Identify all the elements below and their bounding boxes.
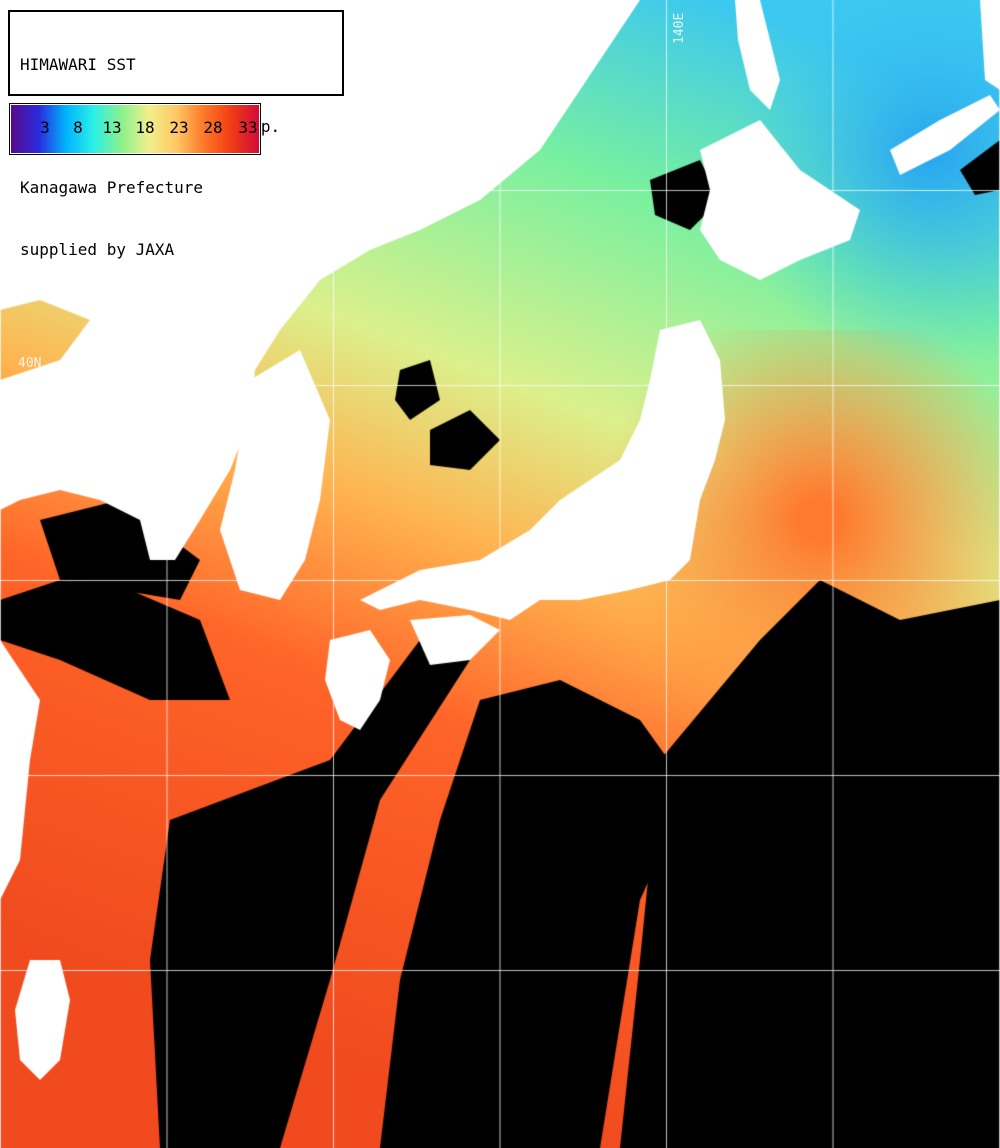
- legend-tick-23: 23: [169, 118, 189, 137]
- legend-tick-28: 28: [203, 118, 223, 137]
- legend-tick-8: 8: [73, 118, 83, 137]
- title-credit: supplied by JAXA: [20, 239, 175, 259]
- legend-labels: 3 8 13 18 23 28 33: [10, 118, 260, 140]
- title-product: HIMAWARI SST: [20, 55, 136, 74]
- title-organization: Kanagawa Prefecture: [20, 178, 204, 197]
- temperature-legend: 3 8 13 18 23 28 33: [9, 103, 261, 155]
- parallel-label-40n: 40N: [18, 356, 42, 371]
- legend-tick-13: 13: [102, 118, 122, 137]
- meridian-label-140e: 140E: [672, 12, 687, 44]
- legend-tick-3: 3: [40, 118, 50, 137]
- legend-color-bar: [10, 104, 260, 154]
- title-box: HIMAWARI SST 2025/06/18 09(UTC) 3H Comp.…: [8, 10, 344, 259]
- legend-tick-18: 18: [135, 118, 155, 137]
- legend-tick-33: 33: [238, 118, 258, 137]
